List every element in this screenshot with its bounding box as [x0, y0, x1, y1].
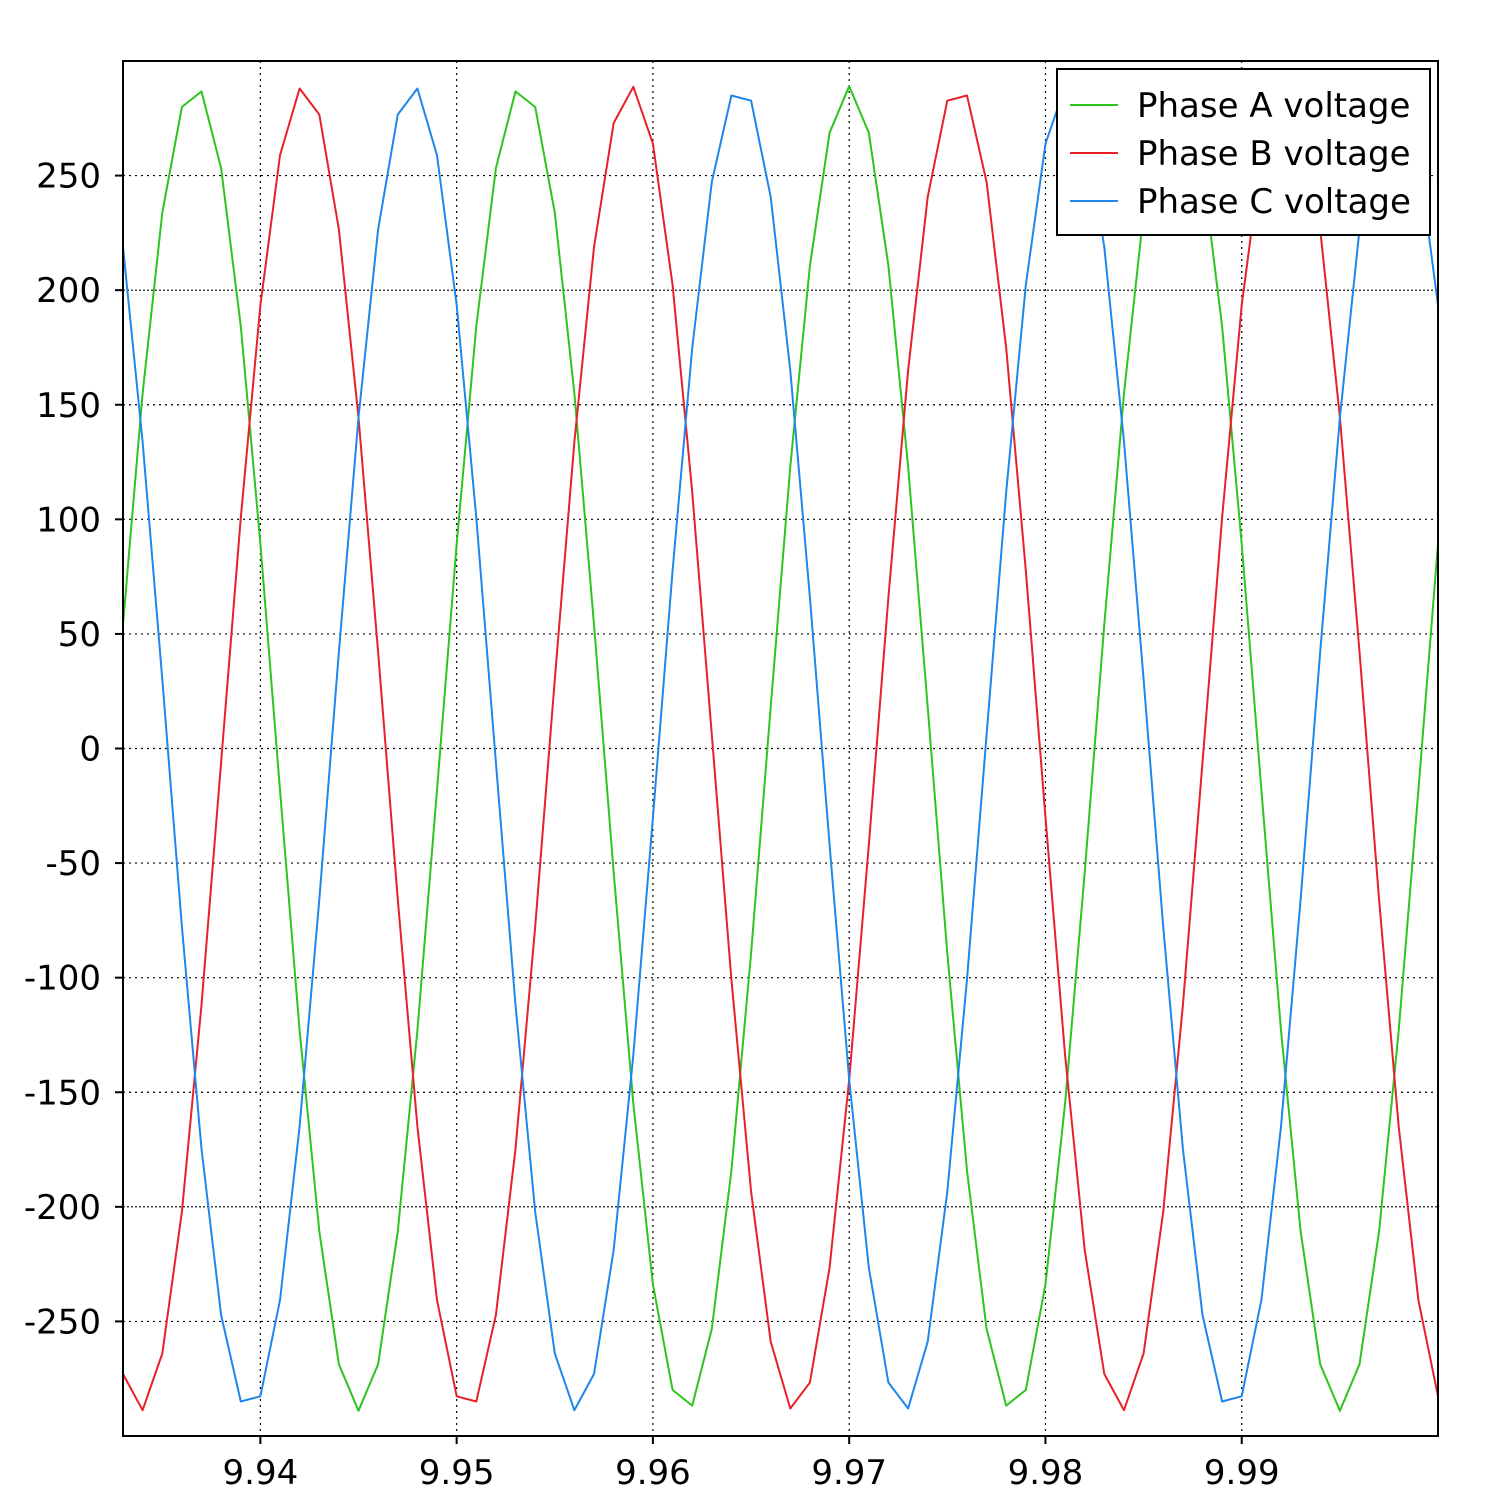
x-tick-label: 9.94 — [223, 1453, 299, 1493]
legend-label: Phase B voltage — [1137, 134, 1411, 174]
legend-box — [1056, 68, 1431, 236]
y-tick-label: -250 — [24, 1302, 101, 1342]
x-tick-label: 9.99 — [1204, 1453, 1280, 1493]
y-tick-label: 50 — [58, 615, 101, 655]
x-tick-label: 9.95 — [419, 1453, 495, 1493]
y-tick-label: -100 — [24, 959, 101, 999]
y-tick-label: -200 — [24, 1188, 101, 1228]
legend-label: Phase C voltage — [1137, 182, 1411, 222]
x-tick-label: 9.96 — [615, 1453, 691, 1493]
grid-lines — [123, 61, 1438, 1436]
y-tick-label: -50 — [45, 844, 101, 884]
series-lines — [122, 85, 1439, 1412]
x-tick-label: 9.97 — [811, 1453, 887, 1493]
x-tick-label: 9.98 — [1008, 1453, 1084, 1493]
y-tick-label: 250 — [36, 157, 101, 197]
axis-ticks: 9.94 9.95 9.96 9.97 9.98 9.99 250 200 150 100 50 0 -… — [24, 157, 1280, 1493]
legend: Phase A voltage Phase B voltage Phase C vo… — [1056, 68, 1431, 236]
y-tick-label: 0 — [79, 730, 101, 770]
y-tick-label: 100 — [36, 500, 101, 540]
legend-label: Phase A voltage — [1137, 86, 1410, 126]
y-tick-label: 150 — [36, 386, 101, 426]
y-tick-label: -150 — [24, 1073, 101, 1113]
series-line-b — [122, 85, 1439, 1412]
series-line-a — [122, 85, 1439, 1412]
series-line-c — [122, 85, 1439, 1412]
y-tick-label: 200 — [36, 271, 101, 311]
